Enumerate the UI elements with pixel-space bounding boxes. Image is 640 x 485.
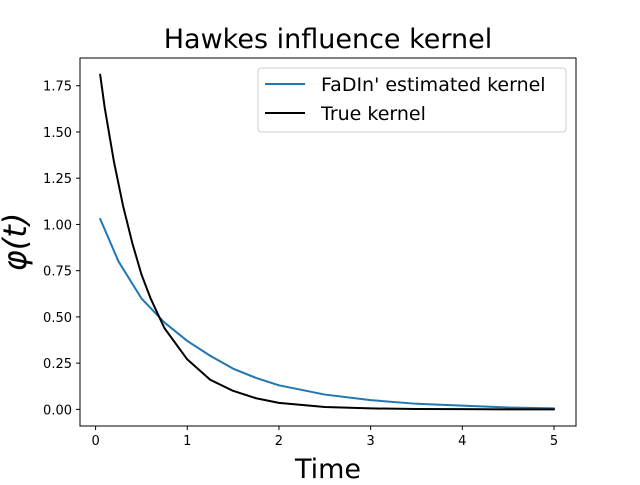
y-tick-label: 1.25 (43, 172, 72, 187)
y-tick-label: 1.00 (43, 218, 72, 233)
y-axis-label: φ(t) (0, 213, 34, 272)
legend-box (257, 67, 567, 133)
x-tick-label: 5 (550, 434, 558, 449)
series-layer (99, 73, 555, 411)
plot-area-frame (79, 57, 577, 427)
legend: FaDIn' estimated kernel True kernel (257, 67, 567, 133)
legend-label-true: True kernel (320, 103, 426, 125)
x-tick-label: 4 (458, 434, 466, 449)
x-axis-label: Time (294, 454, 361, 480)
y-tick-label: 1.75 (43, 80, 72, 95)
y-tick-label: 0.75 (43, 265, 72, 280)
x-tick-label: 3 (366, 434, 374, 449)
legend-label-estimated: FaDIn' estimated kernel (321, 74, 546, 96)
series-line-estimated-kernel (99, 217, 555, 410)
x-axis-ticks: 0 1 2 3 4 5 (91, 426, 558, 449)
chart-title: Hawkes influence kernel (164, 24, 493, 55)
x-tick-label: 0 (91, 434, 99, 449)
y-tick-label: 0.25 (43, 357, 72, 372)
y-tick-label: 1.50 (43, 126, 72, 141)
x-tick-label: 2 (275, 434, 283, 449)
series-line-true-kernel (99, 73, 555, 411)
y-tick-label: 0.00 (43, 403, 72, 418)
y-tick-label: 0.50 (43, 311, 72, 326)
y-axis-ticks: 0.00 0.25 0.50 0.75 1.00 1.25 1.50 1.75 (43, 80, 80, 418)
x-tick-label: 1 (183, 434, 191, 449)
